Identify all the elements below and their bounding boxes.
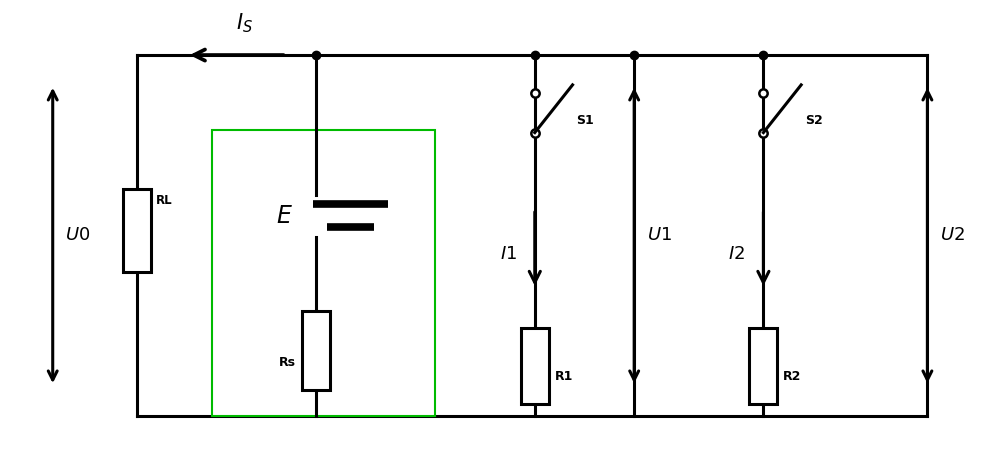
Text: $I_S$: $I_S$: [236, 11, 253, 35]
Bar: [302, 310, 330, 390]
Text: RL: RL: [156, 194, 173, 207]
Text: Rs: Rs: [279, 356, 296, 369]
Bar: [123, 189, 151, 272]
Text: S1: S1: [577, 114, 594, 127]
Text: $I2$: $I2$: [728, 245, 746, 263]
Text: $U2$: $U2$: [940, 226, 965, 245]
Text: $U0$: $U0$: [65, 226, 90, 245]
Text: $I1$: $I1$: [500, 245, 517, 263]
Bar: [749, 328, 777, 404]
Text: S2: S2: [805, 114, 823, 127]
Text: $E$: $E$: [276, 204, 293, 228]
Text: R2: R2: [783, 369, 802, 383]
Text: R1: R1: [555, 369, 573, 383]
Bar: [521, 328, 549, 404]
Text: $U1$: $U1$: [647, 226, 672, 245]
Bar: [212, 129, 435, 416]
